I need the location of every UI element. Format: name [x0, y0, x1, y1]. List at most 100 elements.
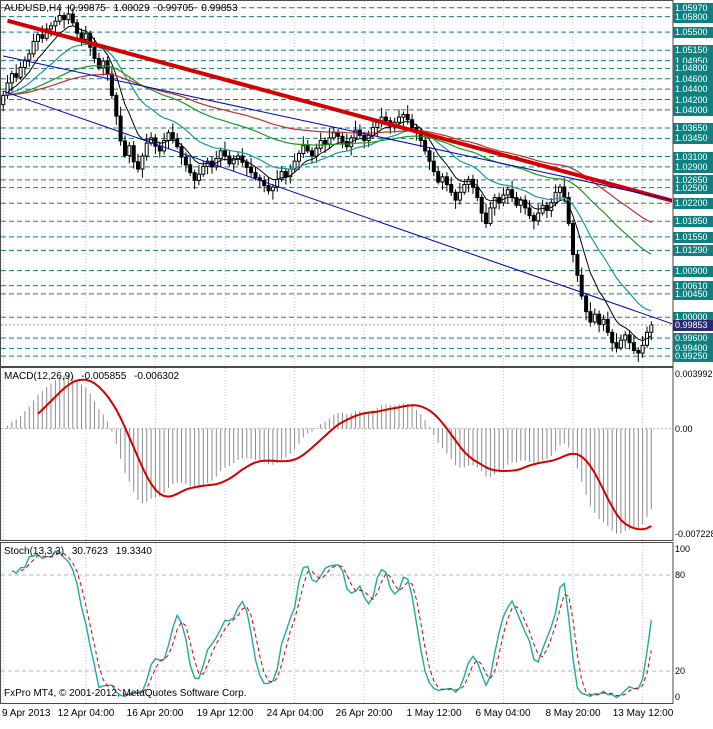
candle-body [96, 58, 101, 69]
stoch-scale-100: 100 [675, 544, 691, 554]
candle-body [196, 173, 201, 181]
candle-body [610, 331, 615, 344]
macd-label: MACD(12,26,9) [4, 371, 74, 382]
candle-body [588, 311, 593, 323]
candle-body [436, 171, 441, 183]
candle-body [627, 334, 632, 344]
candle-body [283, 171, 288, 178]
candle-body [101, 60, 106, 69]
price-level-label: 1.04000 [673, 105, 713, 116]
candle-body [170, 132, 175, 140]
candle-body [244, 161, 249, 168]
price-level-label: 1.05500 [673, 27, 713, 38]
moving-average-89[interactable] [7, 73, 652, 224]
price-level-label: 1.05150 [673, 45, 713, 56]
main-chart-panel[interactable] [1, 1, 677, 366]
price-level-label: 1.01850 [673, 216, 713, 227]
quote-close: 0.99853 [201, 3, 238, 14]
candle-body [123, 140, 127, 156]
macd-scale-zero: 0.00 [675, 424, 693, 434]
candle-body [192, 172, 197, 181]
price-level-label: 1.03450 [673, 133, 713, 144]
candle-body [114, 94, 119, 117]
candle-body [623, 334, 628, 341]
time-axis-label: 12 Apr 04:00 [57, 708, 115, 719]
price-level-label: 1.04800 [673, 63, 713, 74]
candle-body [579, 274, 584, 297]
candle-body [136, 161, 140, 170]
candle-body [492, 197, 497, 209]
candle-body [618, 339, 623, 349]
candle-body [109, 73, 114, 96]
candle-body [83, 33, 88, 40]
panel-border [0, 542, 674, 704]
macd-panel[interactable] [1, 368, 672, 540]
candle-body [575, 254, 580, 276]
moving-average-8[interactable] [7, 25, 652, 342]
candle-body [566, 197, 571, 224]
candle-body [362, 134, 367, 142]
candle-body [188, 164, 193, 174]
candle-body [323, 140, 328, 145]
candle-body [488, 207, 493, 224]
chart-header: AUDUSD,H4 0.99875 1.00029 0.99705 0.9985… [4, 3, 243, 14]
stoch-scale-80: 80 [675, 570, 686, 580]
stoch-signal-line[interactable] [20, 552, 652, 697]
price-level-label: 1.02650 [673, 175, 713, 186]
candle-body [514, 197, 519, 206]
candle-body [601, 318, 606, 325]
candle-body [423, 140, 428, 152]
candle-body [527, 207, 532, 217]
candle-body [1, 94, 6, 106]
time-axis-label: 24 Apr 04:00 [266, 708, 324, 719]
price-level-label: 1.02200 [673, 198, 713, 209]
candle-body [305, 145, 310, 152]
candle-body [631, 342, 636, 352]
candle-body [18, 66, 23, 78]
stoch-scale-0: 0 [675, 692, 681, 702]
price-level-label: 1.05970 [673, 3, 713, 14]
time-axis-label: 16 Apr 20:00 [126, 708, 184, 719]
candle-body [62, 15, 67, 21]
moving-average-55[interactable] [7, 65, 652, 255]
time-axis-label: 13 May 12:00 [612, 708, 674, 719]
candle-body [431, 160, 436, 173]
moving-average-21[interactable] [7, 43, 652, 312]
price-level-label: 1.04400 [673, 84, 713, 95]
candle-body [144, 142, 149, 157]
trendline-channel-lower[interactable] [3, 90, 677, 325]
stoch-value-signal: 19.3340 [115, 546, 152, 557]
symbol-period-label: AUDUSD,H4 [4, 3, 62, 14]
macd-value-signal: -0.006302 [134, 371, 180, 382]
candle-body [249, 166, 254, 174]
price-level-label: 1.03100 [673, 152, 713, 163]
trendline-downtrend-resistance[interactable] [6, 18, 678, 203]
candle-body [649, 324, 654, 333]
price-level-label: 1.01550 [673, 232, 713, 243]
candle-body [231, 158, 236, 165]
candle-body [179, 146, 184, 158]
candle-body [614, 342, 619, 349]
price-level-label: 1.00900 [673, 266, 713, 277]
candle-body [605, 318, 610, 333]
macd-signal-line[interactable] [37, 378, 652, 531]
copyright-label: FxPro MT4, © 2001-2012, MetaQuotes Softw… [4, 688, 247, 699]
candle-body [314, 147, 319, 157]
price-level-label: 1.05800 [673, 12, 713, 23]
stoch-panel[interactable] [1, 543, 672, 703]
candle-body [340, 135, 345, 143]
stoch-main-line[interactable] [11, 550, 652, 699]
macd-value-main: -0.005855 [81, 371, 127, 382]
candle-body [592, 313, 597, 323]
macd-header: MACD(12,26,9) -0.005855 -0.006302 [4, 371, 184, 382]
price-level-label: 1.01290 [673, 245, 713, 256]
candle-body [584, 295, 589, 313]
time-axis-label: 6 May 04:00 [475, 708, 531, 719]
time-axis-label: 19 Apr 12:00 [196, 708, 254, 719]
trendline-channel-upper[interactable] [3, 55, 677, 201]
candle-body [449, 184, 454, 193]
candle-body [292, 160, 297, 170]
